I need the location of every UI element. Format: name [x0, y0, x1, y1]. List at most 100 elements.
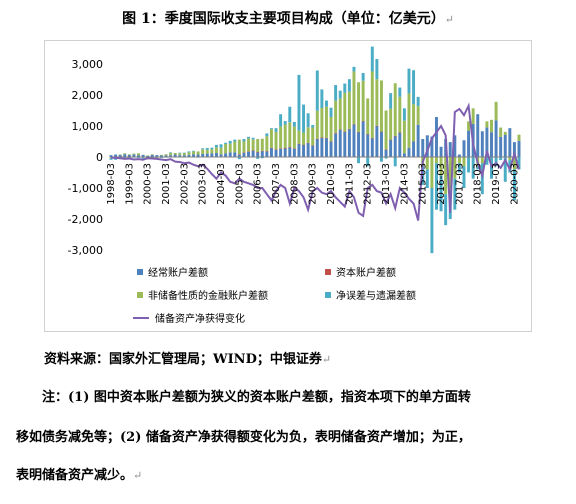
current-account-bar [256, 152, 260, 157]
errors-omissions-bar [274, 128, 278, 132]
current-account-bar [476, 114, 480, 157]
financial-account-bar [127, 154, 131, 155]
financial-account-bar [334, 100, 338, 134]
capital-account-bar [247, 151, 250, 152]
current-account-bar [485, 127, 489, 157]
financial-account-bar [517, 134, 521, 141]
legend-reserve-assets-label: 储备资产净获得变化 [155, 312, 245, 325]
errors-omissions-bar [398, 87, 402, 97]
capital-account-bar [343, 131, 347, 133]
financial-account-bar [292, 126, 296, 149]
financial-account-bar [137, 153, 140, 156]
current-account-bar [324, 138, 328, 157]
capital-account-bar [334, 133, 338, 134]
errors-omissions-bar [292, 121, 296, 127]
financial-account-bar [256, 139, 260, 153]
capital-account-bar [251, 150, 255, 151]
errors-omissions-bar [251, 137, 255, 140]
current-account-bar [320, 137, 324, 157]
financial-account-bar [214, 147, 218, 153]
current-account-bar [389, 139, 393, 157]
errors-omissions-bar [260, 157, 264, 159]
errors-omissions-bar [380, 157, 383, 162]
financial-account-bar [467, 121, 471, 131]
financial-account-bar [329, 117, 333, 142]
capital-account-bar [389, 139, 393, 141]
errors-omissions-bar [494, 157, 498, 167]
financial-account-bar [462, 157, 466, 167]
errors-omissions-bar [499, 157, 503, 161]
current-account-bar [187, 154, 191, 157]
paragraph-mark-icon: ↵ [133, 469, 143, 482]
errors-omissions-bar [283, 121, 287, 125]
current-account-bar [137, 155, 140, 157]
financial-account-bar [269, 129, 273, 148]
capital-account-bar [265, 151, 269, 152]
y-tick-label: 3,000 [72, 58, 104, 71]
errors-omissions-bar [366, 157, 370, 167]
errors-omissions-bar [476, 166, 480, 170]
current-account-bar [311, 145, 315, 157]
legend-capital-account-swatch [325, 269, 331, 275]
financial-account-bar [338, 98, 342, 130]
financial-account-bar [178, 153, 182, 156]
financial-account-bar [357, 82, 361, 132]
errors-omissions-bar [224, 142, 228, 144]
legend-errors-omissions-label: 净误差与遗漏差额 [336, 289, 416, 302]
capital-account-bar [375, 125, 379, 127]
financial-account-bar [412, 104, 416, 142]
errors-omissions-bar [357, 157, 361, 164]
paragraph-mark-icon: ↵ [444, 13, 454, 26]
capital-account-bar [370, 138, 374, 139]
financial-account-bar [192, 151, 195, 155]
x-tick-label: 2004-03 [216, 163, 227, 205]
financial-account-bar [297, 130, 301, 144]
financial-account-bar [288, 122, 292, 148]
errors-omissions-bar [407, 68, 411, 94]
capital-account-bar [366, 134, 370, 135]
financial-account-bar [439, 157, 443, 176]
financial-account-bar [494, 101, 498, 121]
capital-account-bar [237, 154, 241, 155]
financial-account-bar [132, 153, 136, 155]
capital-account-bar [384, 149, 388, 150]
y-tick-label: 2,000 [72, 89, 104, 102]
errors-omissions-bar [201, 148, 205, 150]
current-account-bar [109, 155, 113, 157]
x-tick-label: 2010-03 [326, 163, 337, 205]
current-account-bar [205, 153, 209, 157]
current-account-bar [247, 151, 250, 157]
current-account-bar [118, 154, 122, 157]
current-account-bar [169, 155, 173, 157]
legend-errors-omissions-swatch [325, 292, 331, 298]
current-account-bar [251, 150, 255, 157]
financial-account-bar [219, 147, 223, 155]
current-account-bar [453, 135, 457, 157]
current-account-bar [412, 141, 416, 157]
errors-omissions-bar [370, 46, 374, 72]
financial-account-bar [380, 80, 383, 132]
current-account-bar [228, 152, 232, 157]
x-tick-label: 2007-03 [271, 163, 282, 205]
note-line-3-text: 表明储备资产减少。 [16, 468, 134, 483]
legend-financial-account-label: 非储备性质的金融账户差额 [148, 289, 268, 302]
current-account-bar [398, 132, 402, 157]
source-note-text: 资料来源：国家外汇管理局；WIND；中银证券 [44, 352, 322, 367]
current-account-bar [329, 141, 333, 157]
x-tick-label: 2006-03 [253, 163, 264, 205]
financial-account-bar [173, 152, 177, 155]
x-tick-label: 2016-03 [436, 163, 447, 205]
current-account-bar [219, 154, 223, 157]
errors-omissions-bar [430, 188, 434, 254]
current-account-bar [123, 154, 127, 157]
y-tick-label: -2,000 [68, 213, 103, 226]
errors-omissions-bar [242, 139, 246, 142]
x-tick-label: 2017-03 [454, 163, 465, 205]
capital-account-bar [302, 144, 306, 146]
financial-account-bar [146, 155, 150, 156]
current-account-bar [457, 154, 461, 157]
y-tick-label: -3,000 [68, 244, 103, 257]
financial-account-bar [457, 157, 461, 164]
balance-of-payments-chart: 3,000 2,000 1,000 0 -1,000 -2,000 -3,000 1998-0… [68, 46, 521, 325]
x-tick-label: 2000-03 [143, 163, 154, 205]
